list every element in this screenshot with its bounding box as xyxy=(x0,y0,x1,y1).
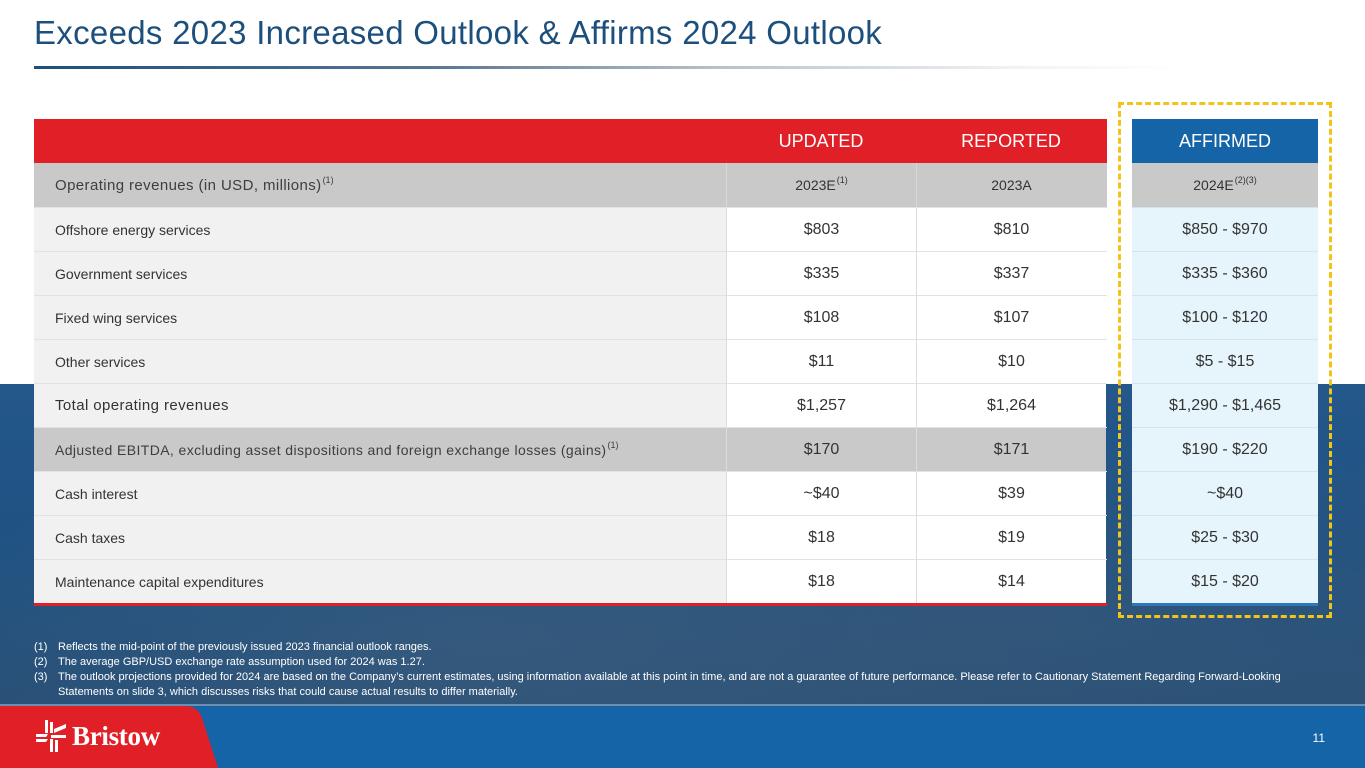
header-affirmed: AFFIRMED xyxy=(1132,119,1318,163)
row-label-text: Adjusted EBITDA, excluding asset disposi… xyxy=(55,441,607,458)
row-label: Offshore energy services xyxy=(34,208,726,251)
value-2023e: $1,257 xyxy=(726,384,916,427)
table-row: Offshore energy services $803 $810 xyxy=(34,207,1107,251)
value-2023a: $39 xyxy=(916,472,1106,515)
affirmed-column: AFFIRMED 2024E (2)(3) $850 - $970 $335 - … xyxy=(1132,119,1318,606)
value-2024e: $1,290 - $1,465 xyxy=(1132,383,1318,427)
title-divider xyxy=(34,66,1184,69)
value-2023e: $18 xyxy=(726,560,916,603)
row-label: Other services xyxy=(34,340,726,383)
row-label: Cash interest xyxy=(34,472,726,515)
footnote-number: (1) xyxy=(34,641,48,653)
footnote-number: (2) xyxy=(34,656,48,668)
footnote: (2) The average GBP/USD exchange rate as… xyxy=(34,655,1334,670)
value-2023a: $810 xyxy=(916,208,1106,251)
value-2024e: $5 - $15 xyxy=(1132,339,1318,383)
value-2023a: $1,264 xyxy=(916,384,1106,427)
value-2023e: $11 xyxy=(726,340,916,383)
value-2023a: $19 xyxy=(916,516,1106,559)
footnote-text: The outlook projections provided for 202… xyxy=(58,671,1281,698)
value-2023e: ~$40 xyxy=(726,472,916,515)
subheader-2023a: 2023A xyxy=(916,163,1106,207)
slide-title: Exceeds 2023 Increased Outlook & Affirms… xyxy=(34,14,883,51)
row-label: Cash taxes xyxy=(34,516,726,559)
value-2023a: $171 xyxy=(916,428,1106,471)
footnote: (1) Reflects the mid-point of the previo… xyxy=(34,640,1334,655)
table-group-header-row: UPDATED REPORTED xyxy=(34,119,1107,163)
footnote-text: Reflects the mid-point of the previously… xyxy=(58,641,432,653)
table-row: Cash taxes $18 $19 xyxy=(34,515,1107,559)
value-2023e: $335 xyxy=(726,252,916,295)
footnote-ref: (2)(3) xyxy=(1234,175,1257,185)
header-reported: REPORTED xyxy=(961,130,1061,151)
brand-name: Bristow xyxy=(72,720,160,751)
table-row: Other services $11 $10 xyxy=(34,339,1107,383)
page-number: 11 xyxy=(1312,731,1325,745)
footnote-text: The average GBP/USD exchange rate assump… xyxy=(58,656,425,668)
row-label: Total operating revenues xyxy=(34,384,726,427)
row-label: Fixed wing services xyxy=(34,296,726,339)
footnote-number: (3) xyxy=(34,671,48,683)
value-2024e: $850 - $970 xyxy=(1132,207,1318,251)
table-row-total: Total operating revenues $1,257 $1,264 xyxy=(34,383,1107,427)
table-row-ebitda: Adjusted EBITDA, excluding asset disposi… xyxy=(34,427,1107,471)
bristow-logo-mark-icon xyxy=(36,720,66,752)
value-2024e: $190 - $220 xyxy=(1132,427,1318,471)
subheader-label: Operating revenues (in USD, millions) (1) xyxy=(34,163,726,207)
footnote-ref: (1) xyxy=(322,175,334,185)
table-subheader-row: Operating revenues (in USD, millions) (1)… xyxy=(34,163,1107,207)
affirmed-bottom-rule xyxy=(1132,603,1318,606)
value-2023e: $170 xyxy=(726,428,916,471)
value-2024e: $335 - $360 xyxy=(1132,251,1318,295)
table-row: Government services $335 $337 xyxy=(34,251,1107,295)
footnote-ref: (1) xyxy=(836,175,848,185)
outlook-table: UPDATED REPORTED Operating revenues (in … xyxy=(34,119,1107,606)
footer-bar xyxy=(0,706,1365,768)
footnotes: (1) Reflects the mid-point of the previo… xyxy=(34,640,1334,700)
header-spacer xyxy=(34,119,726,163)
table-bottom-rule xyxy=(34,603,1107,606)
table-row: Maintenance capital expenditures $18 $14 xyxy=(34,559,1107,603)
subheader-2023e: 2023E (1) xyxy=(726,163,916,207)
row-label: Government services xyxy=(34,252,726,295)
value-2024e: $100 - $120 xyxy=(1132,295,1318,339)
value-2023e: $108 xyxy=(726,296,916,339)
footnote: (3) The outlook projections provided for… xyxy=(34,670,1334,700)
value-2023e: $803 xyxy=(726,208,916,251)
value-2023a: $14 xyxy=(916,560,1106,603)
col-2023e-label: 2023E xyxy=(795,177,836,193)
bristow-logo: Bristow xyxy=(36,720,160,752)
col-2024e-label: 2024E xyxy=(1193,177,1234,193)
table-row: Fixed wing services $108 $107 xyxy=(34,295,1107,339)
value-2023a: $107 xyxy=(916,296,1106,339)
value-2024e: $15 - $20 xyxy=(1132,559,1318,603)
footnote-ref: (1) xyxy=(607,440,619,450)
value-2023a: $337 xyxy=(916,252,1106,295)
value-2024e: ~$40 xyxy=(1132,471,1318,515)
header-updated: UPDATED xyxy=(778,130,864,151)
subheader-2024e: 2024E (2)(3) xyxy=(1132,163,1318,207)
value-2023a: $10 xyxy=(916,340,1106,383)
table-row: Cash interest ~$40 $39 xyxy=(34,471,1107,515)
row-label: Adjusted EBITDA, excluding asset disposi… xyxy=(34,428,726,471)
value-2024e: $25 - $30 xyxy=(1132,515,1318,559)
value-2023e: $18 xyxy=(726,516,916,559)
row-label: Maintenance capital expenditures xyxy=(34,560,726,603)
subheader-label-text: Operating revenues (in USD, millions) xyxy=(55,176,322,194)
